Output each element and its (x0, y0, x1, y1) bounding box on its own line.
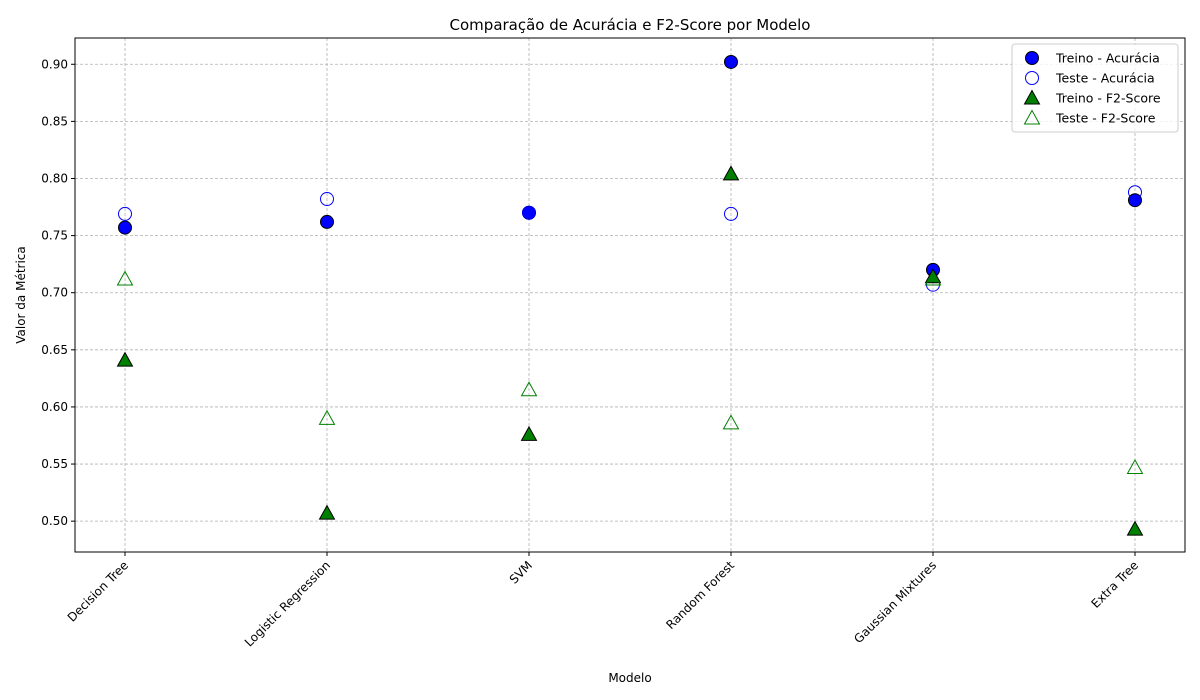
legend-label: Treino - Acurácia (1055, 51, 1160, 66)
data-point (724, 206, 738, 221)
legend-marker (1023, 109, 1041, 125)
data-point (1128, 185, 1142, 200)
legend-label: Teste - F2-Score (1055, 111, 1156, 126)
data-point (722, 165, 740, 181)
y-tick-label: 0.90 (41, 57, 68, 71)
x-tick-label: Decision Tree (65, 558, 131, 624)
x-tick-label: Logistic Regression (242, 558, 333, 649)
data-point (118, 206, 132, 221)
y-tick-label: 0.55 (41, 457, 68, 471)
data-point (1126, 458, 1144, 474)
series-0 (118, 54, 1142, 277)
legend-label: Teste - Acurácia (1055, 71, 1155, 86)
data-point (318, 409, 336, 425)
chart-title: Comparação de Acurácia e F2-Score por Mo… (450, 16, 811, 34)
y-tick-label: 0.75 (41, 229, 68, 243)
y-tick-label: 0.60 (41, 400, 68, 414)
legend-marker (1025, 71, 1039, 85)
x-axis: Decision Tree Logistic Regression SVM Rando… (65, 552, 1141, 650)
x-tick-label: SVM (507, 558, 535, 586)
data-point (924, 268, 942, 284)
x-tick-label: Random Forest (663, 558, 737, 632)
y-tick-label: 0.70 (41, 286, 68, 300)
x-tick-label: Extra Tree (1088, 558, 1141, 611)
y-axis: 0.50 0.55 0.60 0.65 0.70 0.75 0.80 0.85 0.90 (41, 57, 75, 528)
y-axis-label: Valor da Métrica (14, 246, 28, 344)
y-tick-label: 0.80 (41, 171, 68, 185)
y-tick-label: 0.85 (41, 114, 68, 128)
data-point (520, 381, 538, 397)
legend-marker (1023, 89, 1041, 105)
data-point (116, 270, 134, 286)
data-point (1128, 193, 1142, 208)
data-point (924, 270, 942, 286)
x-axis-label: Modelo (608, 671, 651, 685)
data-point (118, 220, 132, 235)
data-point (520, 425, 538, 441)
legend: Treino - Acurácia Teste - Acurácia Treino … (1011, 43, 1179, 133)
legend-label: Treino - F2-Score (1055, 91, 1161, 106)
data-point (320, 192, 334, 207)
y-tick-label: 0.50 (41, 514, 68, 528)
x-tick-label: Gaussian Mixtures (851, 558, 939, 646)
data-point (1126, 520, 1144, 536)
data-points (116, 54, 1144, 536)
legend-marker (1025, 51, 1039, 65)
data-point (318, 504, 336, 520)
data-point (724, 54, 738, 69)
y-tick-label: 0.65 (41, 343, 68, 357)
series-3 (116, 270, 1144, 474)
legend-box (1011, 43, 1179, 133)
plot-area (74, 37, 1186, 553)
series-1 (118, 185, 1142, 292)
data-point (320, 214, 334, 229)
data-point (116, 351, 134, 367)
data-point (522, 205, 536, 220)
series-2 (116, 165, 1144, 536)
data-point (722, 414, 740, 430)
